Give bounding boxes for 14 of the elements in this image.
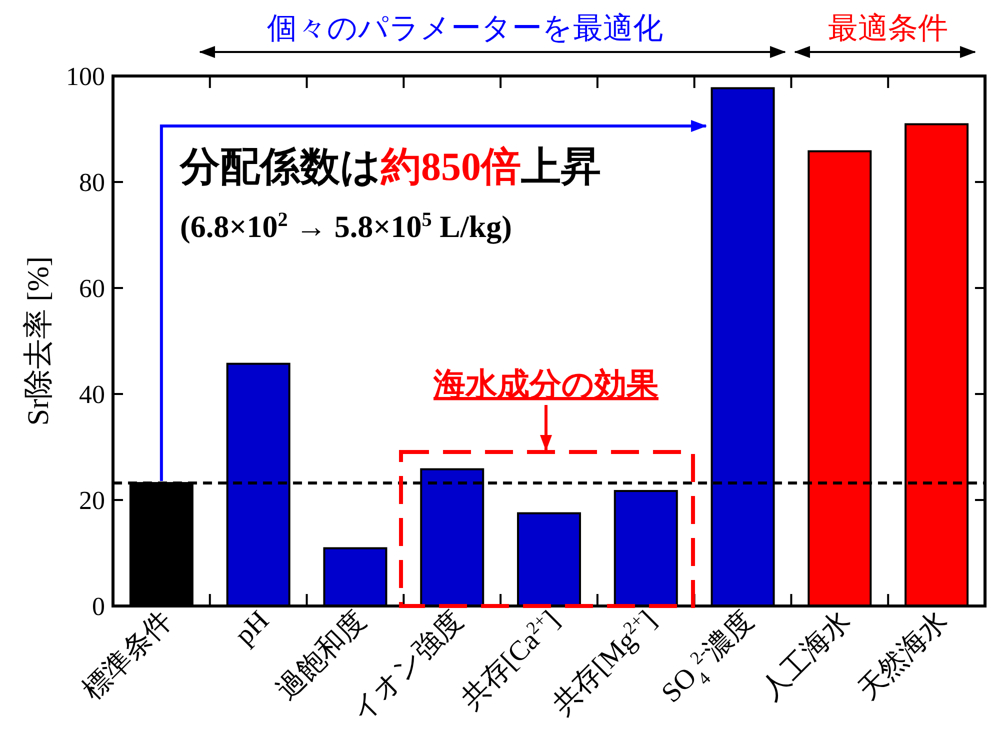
annotation: 上昇: [521, 144, 601, 189]
text: 個々のパラメーターを最適化: [267, 12, 663, 45]
x-tick-label: pH: [229, 605, 276, 652]
y-tick-label: 40: [79, 380, 105, 409]
y-tick-label: 20: [79, 486, 105, 515]
y-tick-label: 60: [79, 274, 105, 303]
y-tick-label: 100: [66, 62, 105, 91]
y-tick-label: 80: [79, 168, 105, 197]
y-axis-title: Sr除去率 [%]: [22, 256, 55, 426]
y-tick-label: 0: [92, 592, 105, 621]
annotation: 分配係数は: [179, 144, 381, 189]
annotation: (6.8×10$^{2}$ → 5.8×10$^{5}$ L/kg): [180, 209, 512, 244]
text: 最適条件: [828, 12, 948, 45]
annotation: 約850倍: [380, 144, 521, 189]
